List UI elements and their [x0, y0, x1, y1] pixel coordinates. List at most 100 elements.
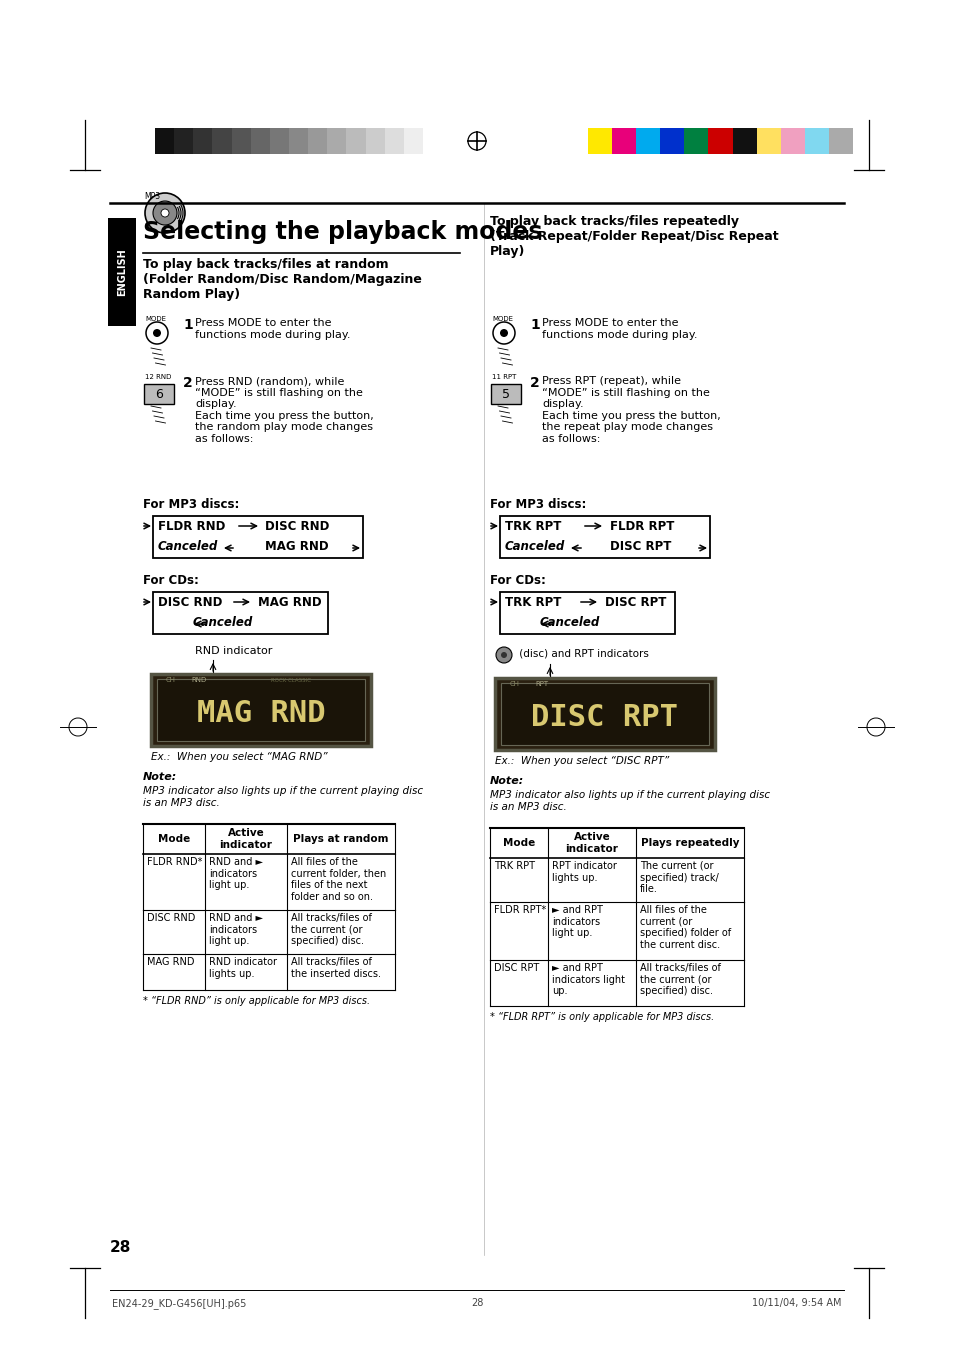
Bar — [151, 674, 371, 746]
Text: 6: 6 — [155, 388, 163, 400]
Bar — [547, 858, 636, 902]
Text: All tracks/files of
the inserted discs.: All tracks/files of the inserted discs. — [291, 957, 380, 978]
Text: ENGLISH: ENGLISH — [117, 249, 127, 296]
Text: The current (or
specified) track/
file.: The current (or specified) track/ file. — [639, 861, 718, 894]
Bar — [495, 678, 714, 750]
Bar — [251, 128, 270, 154]
Bar — [205, 824, 287, 854]
Text: Canceled: Canceled — [539, 616, 599, 630]
Text: RND: RND — [191, 677, 206, 684]
Text: To play back tracks/files at random
(Folder Random/Disc Random/Magazine
Random P: To play back tracks/files at random (Fol… — [143, 258, 421, 301]
Bar — [143, 854, 205, 911]
Text: All files of the
current (or
specified) folder of
the current disc.: All files of the current (or specified) … — [639, 905, 730, 950]
Bar — [587, 128, 612, 154]
Text: MAG RND: MAG RND — [265, 540, 328, 553]
Text: ► and RPT
indicators light
up.: ► and RPT indicators light up. — [552, 963, 624, 996]
Text: 28: 28 — [110, 1240, 132, 1255]
Bar — [636, 902, 743, 961]
Circle shape — [152, 330, 161, 336]
Bar — [804, 128, 828, 154]
Text: DISC RPT: DISC RPT — [609, 540, 671, 553]
Circle shape — [496, 647, 512, 663]
Text: DISC RND: DISC RND — [147, 913, 195, 923]
Text: Canceled: Canceled — [504, 540, 565, 553]
Text: Plays repeatedly: Plays repeatedly — [640, 838, 739, 848]
Bar — [308, 128, 327, 154]
Text: EN24-29_KD-G456[UH].p65: EN24-29_KD-G456[UH].p65 — [112, 1298, 246, 1309]
Text: TRK RPT: TRK RPT — [494, 861, 535, 871]
Circle shape — [500, 653, 506, 658]
Text: Ex.:  When you select “MAG RND”: Ex.: When you select “MAG RND” — [151, 753, 327, 762]
Text: Ex.:  When you select “DISC RPT”: Ex.: When you select “DISC RPT” — [495, 757, 669, 766]
Bar — [327, 128, 346, 154]
Bar — [659, 128, 683, 154]
Text: 11 RPT: 11 RPT — [492, 374, 516, 380]
Text: Press MODE to enter the
functions mode during play.: Press MODE to enter the functions mode d… — [194, 317, 350, 339]
Text: Press MODE to enter the
functions mode during play.: Press MODE to enter the functions mode d… — [541, 317, 697, 339]
Bar — [289, 128, 308, 154]
Text: Note:: Note: — [490, 775, 524, 786]
Bar — [612, 128, 636, 154]
Bar — [154, 128, 174, 154]
Bar — [403, 128, 422, 154]
Text: 5: 5 — [501, 388, 510, 400]
Text: Canceled: Canceled — [158, 540, 218, 553]
Bar — [287, 854, 395, 911]
Text: * “FLDR RPT” is only applicable for MP3 discs.: * “FLDR RPT” is only applicable for MP3 … — [490, 1012, 714, 1021]
Bar — [143, 824, 205, 854]
Text: RND and ►
indicators
light up.: RND and ► indicators light up. — [209, 857, 263, 890]
Bar — [828, 128, 852, 154]
Bar — [636, 828, 743, 858]
Circle shape — [499, 330, 507, 336]
Text: RPT indicator
lights up.: RPT indicator lights up. — [552, 861, 617, 882]
Text: DISC RPT: DISC RPT — [604, 596, 666, 609]
Bar — [174, 128, 193, 154]
Text: TRK RPT: TRK RPT — [504, 520, 560, 534]
Text: RND indicator
lights up.: RND indicator lights up. — [209, 957, 276, 978]
Bar — [490, 828, 547, 858]
Bar — [144, 384, 173, 404]
Bar — [499, 516, 709, 558]
Bar — [499, 592, 675, 634]
Text: (disc) and RPT indicators: (disc) and RPT indicators — [516, 648, 648, 658]
Bar — [232, 128, 251, 154]
Text: MAG RND: MAG RND — [257, 596, 321, 609]
Text: 28: 28 — [471, 1298, 482, 1308]
Bar — [157, 680, 365, 740]
Text: RPT: RPT — [535, 681, 548, 688]
Bar — [490, 858, 547, 902]
Text: 12 RND: 12 RND — [145, 374, 172, 380]
Text: RND indicator: RND indicator — [194, 646, 273, 657]
Text: TRK RPT: TRK RPT — [504, 596, 560, 609]
Bar — [205, 854, 287, 911]
Text: MODE: MODE — [492, 316, 513, 322]
Text: For MP3 discs:: For MP3 discs: — [143, 499, 239, 511]
Bar — [287, 911, 395, 954]
Text: Plays at random: Plays at random — [293, 834, 388, 844]
Bar — [490, 902, 547, 961]
Text: FLDR RND*: FLDR RND* — [147, 857, 202, 867]
Bar — [780, 128, 804, 154]
Text: FLDR RPT: FLDR RPT — [609, 520, 674, 534]
Circle shape — [152, 201, 177, 226]
Text: DISC RPT: DISC RPT — [531, 704, 678, 732]
Bar — [108, 218, 136, 326]
Text: MP3 indicator also lights up if the current playing disc
is an MP3 disc.: MP3 indicator also lights up if the curr… — [490, 790, 769, 812]
Bar — [756, 128, 780, 154]
Bar — [636, 961, 743, 1006]
Text: FLDR RPT*: FLDR RPT* — [494, 905, 546, 915]
Bar — [384, 128, 403, 154]
Bar — [547, 828, 636, 858]
Bar — [205, 954, 287, 990]
Text: * “FLDR RND” is only applicable for MP3 discs.: * “FLDR RND” is only applicable for MP3 … — [143, 996, 370, 1006]
Bar — [636, 128, 659, 154]
Bar — [287, 954, 395, 990]
Text: Mode: Mode — [502, 838, 535, 848]
Circle shape — [161, 209, 169, 218]
Text: 1: 1 — [530, 317, 539, 332]
Text: Canceled: Canceled — [193, 616, 253, 630]
Text: MAG RND: MAG RND — [196, 700, 325, 728]
Bar — [636, 858, 743, 902]
Text: For MP3 discs:: For MP3 discs: — [490, 499, 586, 511]
Text: 2: 2 — [530, 376, 539, 390]
